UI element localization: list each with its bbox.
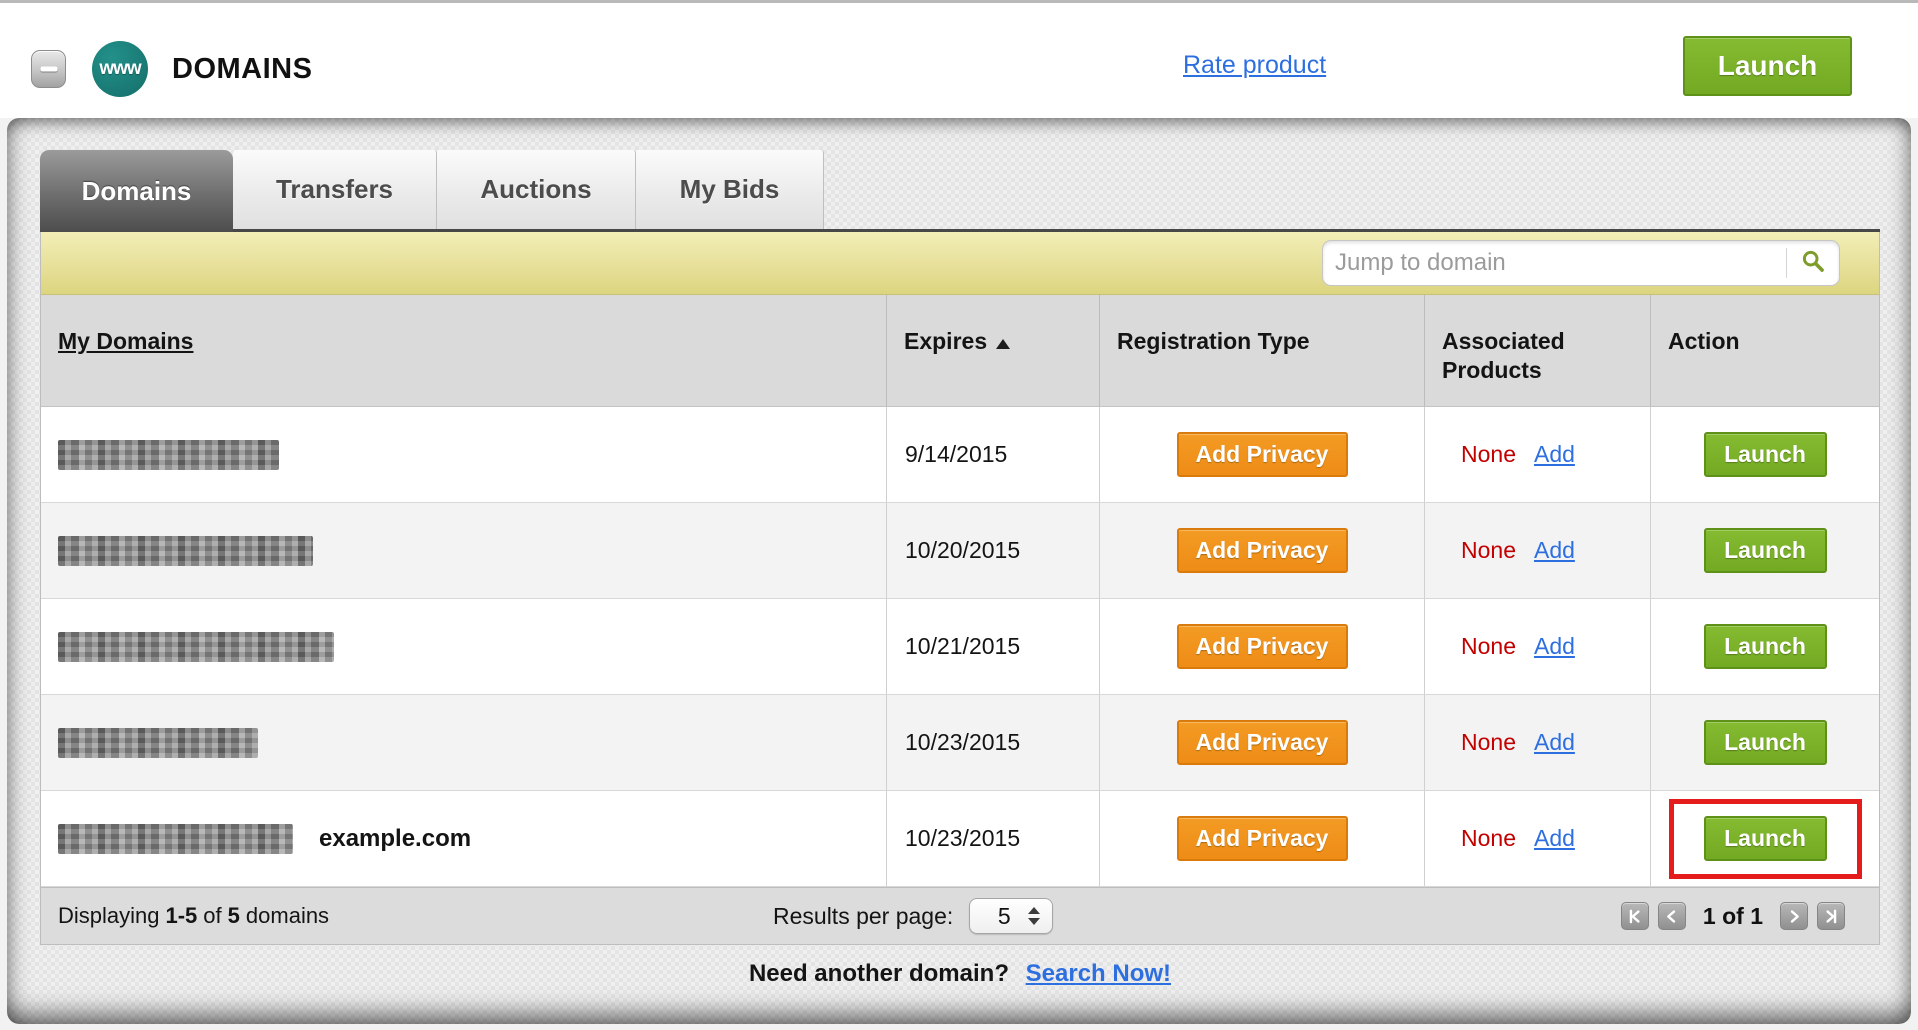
jump-to-domain-box — [1322, 240, 1840, 286]
table-footer: Displaying 1-5 of 5 domains Results per … — [41, 887, 1879, 944]
sort-ascending-icon — [996, 339, 1011, 349]
launch-button[interactable]: Launch — [1703, 528, 1827, 573]
add-product-link[interactable]: Add — [1533, 441, 1575, 467]
input-divider — [1786, 248, 1787, 278]
jump-to-domain-input[interactable] — [1323, 241, 1786, 285]
domain-annotation: example.com — [319, 824, 472, 852]
last-page-button[interactable] — [1817, 902, 1845, 930]
table-header-row: My Domains Expires Registration Type Ass… — [41, 295, 1879, 407]
collapse-button[interactable] — [31, 50, 66, 88]
add-product-link[interactable]: Add — [1533, 729, 1575, 755]
results-summary: Displaying 1-5 of 5 domains — [58, 903, 330, 928]
table-row: example.com 10/23/2015 Add Privacy None … — [41, 791, 1879, 887]
page-title: DOMAINS — [172, 53, 313, 85]
need-domain-prompt: Need another domain? Search Now! — [40, 960, 1880, 988]
tab-auctions[interactable]: Auctions — [437, 150, 636, 229]
expires-value: 10/23/2015 — [887, 791, 1100, 886]
tab-underline — [40, 229, 1880, 232]
add-privacy-button[interactable]: Add Privacy — [1176, 432, 1348, 477]
add-privacy-button[interactable]: Add Privacy — [1176, 624, 1348, 669]
redacted-domain-name[interactable] — [58, 631, 334, 662]
add-privacy-button[interactable]: Add Privacy — [1176, 528, 1348, 573]
my-domains-sort-link[interactable]: My Domains — [58, 328, 194, 354]
column-header-registration-type: Registration Type — [1100, 295, 1425, 406]
tab-my-bids[interactable]: My Bids — [636, 150, 824, 229]
column-header-associated-products: Associated Products — [1425, 295, 1651, 406]
launch-button[interactable]: Launch — [1703, 432, 1827, 477]
column-header-expires[interactable]: Expires — [887, 295, 1100, 406]
tab-domains[interactable]: Domains — [40, 150, 233, 232]
launch-button-header[interactable]: Launch — [1683, 36, 1852, 96]
expires-value: 10/20/2015 — [887, 503, 1100, 598]
pagination: 1 of 1 — [1620, 888, 1845, 944]
results-total: 5 — [227, 903, 240, 928]
redacted-domain-name[interactable] — [58, 727, 258, 758]
associated-products-value: None — [1461, 441, 1516, 467]
page-status: 1 of 1 — [1702, 902, 1763, 929]
next-page-button[interactable] — [1780, 902, 1808, 930]
next-page-icon — [1790, 909, 1799, 923]
expires-value: 9/14/2015 — [887, 407, 1100, 502]
table-row: 10/23/2015 Add Privacy None Add Launch — [41, 695, 1879, 791]
search-bar — [41, 232, 1879, 295]
redacted-domain-name[interactable] — [58, 535, 313, 566]
need-domain-text: Need another domain? — [748, 960, 1009, 987]
search-button[interactable] — [1787, 241, 1839, 285]
add-product-link[interactable]: Add — [1533, 825, 1575, 851]
redacted-domain-name[interactable] — [58, 439, 279, 470]
column-header-my-domains: My Domains — [41, 295, 887, 406]
tab-bar: Domains Transfers Auctions My Bids — [40, 150, 824, 232]
selected-value: 5 — [997, 902, 1011, 929]
stepper-arrows-icon — [1028, 907, 1041, 925]
domains-card: My Domains Expires Registration Type Ass… — [40, 232, 1880, 945]
last-page-icon — [1825, 909, 1836, 923]
results-per-page-select[interactable]: 5 — [969, 898, 1054, 934]
previous-page-button[interactable] — [1657, 902, 1686, 930]
tab-transfers[interactable]: Transfers — [233, 150, 437, 229]
rate-product-link[interactable]: Rate product — [1183, 51, 1327, 79]
associated-products-value: None — [1461, 537, 1516, 563]
red-highlight-box: Launch — [1668, 798, 1862, 879]
previous-page-icon — [1667, 909, 1676, 923]
add-privacy-button[interactable]: Add Privacy — [1176, 816, 1348, 861]
app-header: www DOMAINS Rate product Launch — [0, 0, 1918, 118]
launch-button[interactable]: Launch — [1703, 816, 1827, 861]
results-per-page: Results per page: 5 — [773, 888, 1054, 944]
launch-button[interactable]: Launch — [1703, 720, 1827, 765]
associated-products-value: None — [1461, 729, 1516, 755]
add-privacy-button[interactable]: Add Privacy — [1176, 720, 1348, 765]
table-row: 9/14/2015 Add Privacy None Add Launch — [41, 407, 1879, 503]
magnifier-icon — [1800, 248, 1827, 278]
search-now-link[interactable]: Search Now! — [1025, 960, 1172, 987]
associated-products-value: None — [1461, 633, 1516, 659]
add-product-link[interactable]: Add — [1533, 537, 1575, 563]
results-range: 1-5 — [165, 903, 198, 928]
first-page-button[interactable] — [1620, 902, 1649, 930]
table-row: 10/20/2015 Add Privacy None Add Launch — [41, 503, 1879, 599]
first-page-icon — [1630, 909, 1641, 923]
table-row: 10/21/2015 Add Privacy None Add Launch — [41, 599, 1879, 695]
results-per-page-label: Results per page: — [773, 902, 954, 929]
minus-icon — [40, 66, 57, 72]
www-product-icon: www — [92, 41, 148, 97]
column-header-action: Action — [1668, 328, 1740, 354]
associated-products-value: None — [1461, 825, 1516, 851]
redacted-domain-name[interactable] — [58, 823, 293, 854]
expires-value: 10/21/2015 — [887, 599, 1100, 694]
expires-value: 10/23/2015 — [887, 695, 1100, 790]
launch-button[interactable]: Launch — [1703, 624, 1827, 669]
add-product-link[interactable]: Add — [1533, 633, 1575, 659]
